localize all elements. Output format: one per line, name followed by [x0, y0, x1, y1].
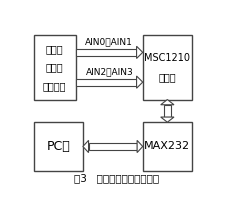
Polygon shape	[137, 140, 143, 153]
Text: 传感器: 传感器	[46, 62, 64, 72]
Polygon shape	[137, 46, 143, 58]
Text: 桥路输出: 桥路输出	[43, 81, 67, 91]
Text: 单片机: 单片机	[158, 72, 176, 82]
Bar	[76, 49, 137, 56]
Polygon shape	[161, 117, 174, 122]
Polygon shape	[83, 140, 89, 153]
Bar	[143, 122, 192, 171]
Bar	[89, 143, 137, 150]
Text: MSC1210: MSC1210	[144, 52, 190, 63]
Text: 微位移: 微位移	[46, 44, 64, 54]
Bar	[34, 122, 83, 171]
Bar	[34, 35, 76, 100]
Text: MAX232: MAX232	[144, 142, 190, 151]
Bar	[143, 35, 192, 100]
Polygon shape	[161, 100, 174, 105]
Bar	[164, 105, 171, 117]
Text: PC机: PC机	[46, 140, 70, 153]
Polygon shape	[137, 76, 143, 88]
Text: AIN0－AIN1: AIN0－AIN1	[85, 37, 133, 46]
Text: AIN2－AIN3: AIN2－AIN3	[85, 67, 133, 76]
Bar	[76, 79, 137, 85]
Text: 图3   传感系统电路结构示意: 图3 传感系统电路结构示意	[74, 174, 159, 184]
